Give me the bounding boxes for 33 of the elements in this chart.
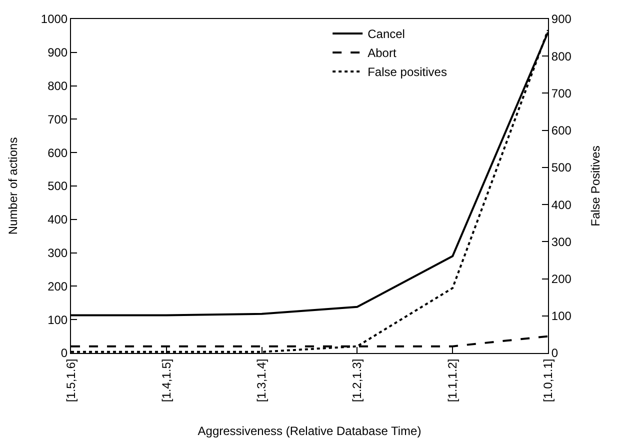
x-tick-label: [1.2,1.3] (350, 358, 364, 402)
y2-tick-label: 100 (551, 309, 572, 324)
y2-tick-label: 700 (551, 86, 572, 100)
y-tick-label: 500 (48, 179, 68, 194)
y-tick-label: 0 (60, 346, 68, 360)
y2-tick-label: 600 (551, 124, 572, 138)
y2-axis-title: False Positives (588, 146, 603, 226)
x-tick-label: [1.1,1.2] (446, 358, 460, 402)
y2-tick-label: 500 (551, 160, 572, 175)
x-axis-title: Aggressiveness (Relative Database Time) (198, 424, 422, 438)
y-tick-label: 700 (48, 112, 68, 126)
y2-tick-label: 300 (551, 234, 572, 249)
legend-label: Cancel (368, 27, 405, 42)
y-tick-label: 1000 (40, 12, 68, 26)
y2-tick-label: 0 (551, 346, 558, 360)
y-tick-label: 800 (48, 79, 68, 93)
y2-tick-label: 800 (551, 49, 572, 64)
y-tick-label: 600 (48, 146, 68, 160)
y2-tick-label: 400 (551, 198, 572, 212)
x-tick-label: [1.0,1.1] (540, 358, 555, 402)
x-tick-label: [1.4,1.5] (159, 358, 174, 402)
y-tick-label: 900 (48, 46, 68, 60)
x-tick-label: [1.5,1.6] (64, 358, 78, 402)
y2-tick-label: 200 (551, 272, 572, 286)
y-tick-label: 200 (48, 279, 68, 294)
y2-tick-label: 900 (551, 12, 572, 26)
y-axis-title: Number of actions (6, 137, 20, 235)
y-tick-label: 300 (48, 246, 68, 260)
y-tick-label: 400 (48, 212, 68, 227)
x-tick-label: [1.3,1.4] (254, 358, 269, 402)
legend-label: False positives (368, 65, 447, 80)
legend-label: Abort (368, 46, 397, 60)
y-tick-label: 100 (48, 312, 68, 327)
